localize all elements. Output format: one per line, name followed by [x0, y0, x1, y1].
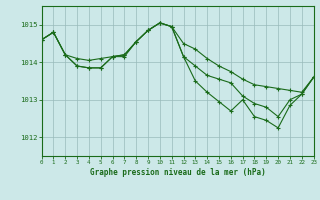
X-axis label: Graphe pression niveau de la mer (hPa): Graphe pression niveau de la mer (hPa) — [90, 168, 266, 177]
